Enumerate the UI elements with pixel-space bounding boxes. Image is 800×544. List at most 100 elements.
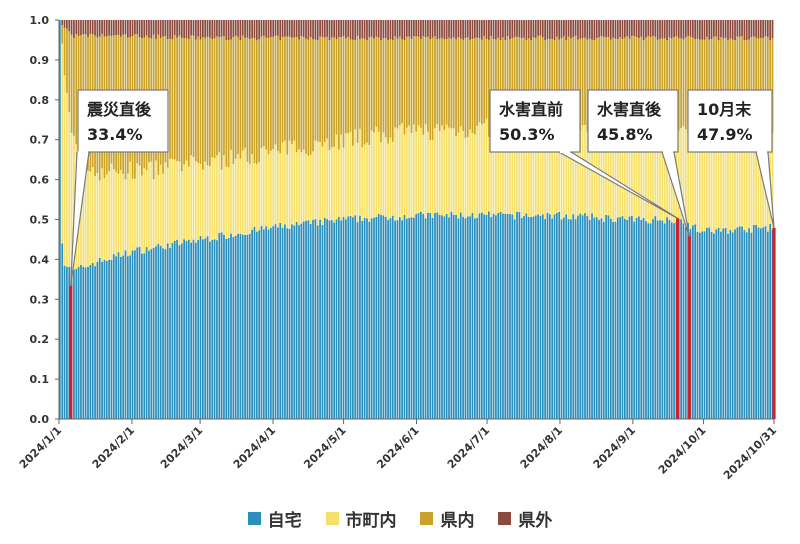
bar-segment xyxy=(291,224,293,419)
bar-segment xyxy=(321,36,324,147)
bar-stack xyxy=(703,20,706,419)
bar-segment xyxy=(349,20,352,40)
bar-stack xyxy=(176,20,178,419)
bar-stack xyxy=(272,20,275,419)
bar-segment xyxy=(609,39,612,134)
bar-segment xyxy=(631,118,633,216)
bar-segment xyxy=(387,220,389,419)
bar-segment xyxy=(359,20,361,40)
bar-segment xyxy=(183,164,185,240)
bar-stack xyxy=(253,20,256,419)
bar-segment xyxy=(640,118,643,220)
bar-segment xyxy=(213,38,216,159)
bar-segment xyxy=(300,20,303,37)
bar-stack xyxy=(434,20,436,419)
bar-segment xyxy=(307,155,310,221)
bar-segment xyxy=(687,133,690,224)
bar-stack xyxy=(424,20,427,419)
bar-segment xyxy=(466,216,469,419)
bar-segment xyxy=(708,39,711,120)
bar-segment xyxy=(326,138,328,220)
bar-segment xyxy=(628,20,631,39)
bar-segment xyxy=(239,40,242,159)
bar-segment xyxy=(694,224,697,419)
bar-segment xyxy=(464,218,467,419)
bar-segment xyxy=(284,140,286,225)
bar-segment xyxy=(422,134,425,214)
bar-segment xyxy=(129,255,132,419)
bar-segment xyxy=(169,20,171,39)
stacked-bar-chart: 1.00.90.80.70.60.50.40.30.20.10.0 2024/1… xyxy=(17,14,779,482)
highlight-bar xyxy=(69,285,73,419)
bar-segment xyxy=(633,221,636,419)
bar-segment xyxy=(185,38,188,161)
bar-segment xyxy=(337,37,340,150)
bar-segment xyxy=(640,20,643,37)
bar-segment xyxy=(225,39,228,167)
bar-segment xyxy=(63,20,66,28)
bar-segment xyxy=(384,216,387,419)
bar-stack xyxy=(267,20,270,419)
bar-segment xyxy=(591,39,593,123)
bar-segment xyxy=(427,20,429,37)
bar-segment xyxy=(762,37,765,121)
bar-segment xyxy=(457,37,460,133)
bar-segment xyxy=(326,219,328,419)
bar-segment xyxy=(631,215,633,419)
bar-stack xyxy=(173,20,176,419)
bar-segment xyxy=(591,213,593,419)
bar-stack xyxy=(530,20,532,419)
bar-stack xyxy=(408,20,411,419)
bar-segment xyxy=(457,20,460,38)
bar-segment xyxy=(661,127,664,221)
bar-segment xyxy=(361,220,364,419)
bar-stack xyxy=(359,20,361,419)
bar-stack xyxy=(541,20,544,419)
bar-segment xyxy=(652,116,654,220)
bar-stack xyxy=(255,20,258,419)
bar-segment xyxy=(645,37,647,119)
bar-stack xyxy=(431,20,434,419)
bar-segment xyxy=(405,127,408,219)
bar-stack xyxy=(122,20,125,419)
bar-segment xyxy=(499,40,502,131)
bar-segment xyxy=(715,36,718,121)
x-tick-label: 2024/6/1 xyxy=(374,424,421,471)
legend-label: 県内 xyxy=(440,511,475,531)
bar-segment xyxy=(680,219,682,419)
bar-segment xyxy=(621,130,624,217)
bar-stack xyxy=(567,20,570,419)
bar-stack xyxy=(628,20,631,419)
bar-stack xyxy=(698,20,701,419)
bar-segment xyxy=(209,241,211,419)
bar-stack xyxy=(509,20,511,419)
bar-segment xyxy=(309,37,312,155)
bar-segment xyxy=(713,20,715,37)
bar-stack xyxy=(748,20,750,419)
bar-segment xyxy=(738,120,741,227)
bar-segment xyxy=(560,38,563,115)
bar-segment xyxy=(262,20,265,36)
bar-segment xyxy=(202,37,204,170)
bar-segment xyxy=(523,134,525,217)
bar-segment xyxy=(330,37,333,148)
bar-segment xyxy=(691,37,694,121)
bar-segment xyxy=(178,161,181,246)
bar-segment xyxy=(424,124,427,219)
legend-label: 市町内 xyxy=(345,511,397,531)
bar-segment xyxy=(363,217,366,419)
bar-segment xyxy=(504,20,507,41)
bar-segment xyxy=(255,40,258,165)
bar-stack xyxy=(258,20,261,419)
bar-segment xyxy=(171,20,174,40)
bar-segment xyxy=(98,20,101,37)
bar-segment xyxy=(502,37,504,127)
bar-segment xyxy=(680,20,682,39)
bar-segment xyxy=(652,219,654,419)
bar-stack xyxy=(307,20,310,419)
bar-stack xyxy=(277,20,279,419)
bar-stack xyxy=(722,20,725,419)
bar-stack xyxy=(389,20,392,419)
bar-segment xyxy=(539,215,542,419)
bar-segment xyxy=(124,20,127,35)
